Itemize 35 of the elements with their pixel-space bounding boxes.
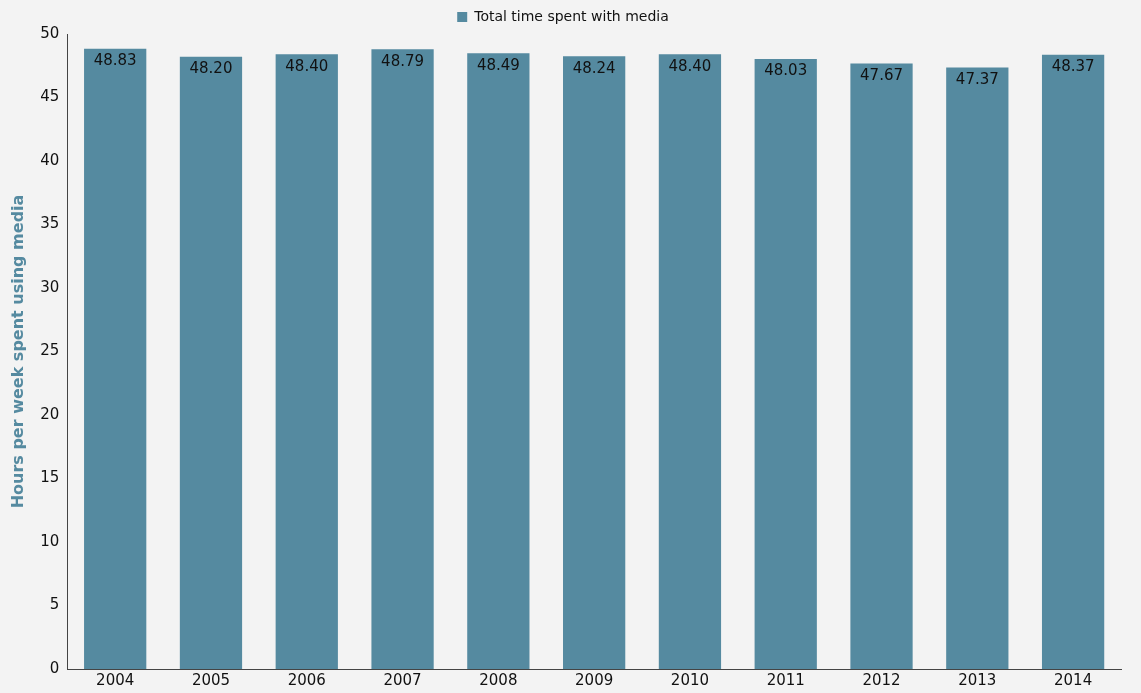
x-tick-label: 2006 — [287, 670, 326, 689]
x-tick-label: 2010 — [670, 670, 710, 689]
y-tick-label: 20 — [40, 404, 60, 423]
text: 48.24 — [572, 58, 616, 77]
text: 48.40 — [285, 56, 329, 75]
y-tick-label: 45 — [40, 87, 60, 106]
x-tick-label: 2011 — [766, 670, 805, 689]
text: 48.03 — [764, 61, 808, 80]
legend-label: Total time spent with media — [473, 7, 669, 24]
x-tick-label: 2004 — [96, 670, 135, 689]
text: 48.79 — [381, 51, 425, 70]
y-tick-label: 50 — [40, 23, 60, 42]
x-tick-label: 2009 — [575, 670, 614, 689]
x-tick-label: 2005 — [191, 670, 231, 689]
y-tick-label: 25 — [40, 341, 60, 360]
text: 47.67 — [860, 65, 903, 84]
x-tick-label: 2012 — [862, 670, 901, 689]
y-tick-label: 30 — [40, 277, 60, 296]
y-tick-label: 0 — [49, 658, 60, 677]
text: 48.40 — [668, 56, 712, 75]
y-tick-label: 15 — [40, 468, 60, 487]
text: 47.37 — [955, 69, 999, 88]
x-tick-label: 2007 — [383, 670, 422, 689]
text: 48.20 — [189, 59, 233, 78]
text: 48.49 — [476, 55, 520, 74]
text: 48.37 — [1051, 57, 1095, 76]
y-tick-label: 5 — [49, 595, 60, 614]
x-tick-label: 2008 — [479, 670, 518, 689]
x-tick-label: 2013 — [958, 670, 997, 689]
y-tick-label: 35 — [40, 214, 60, 233]
x-tick-label: 2014 — [1054, 670, 1093, 689]
y-tick-label: 10 — [40, 531, 60, 550]
y-axis-title: Hours per week spent using media — [7, 194, 27, 509]
text: 48.83 — [93, 51, 137, 70]
y-tick-label: 40 — [40, 150, 60, 169]
